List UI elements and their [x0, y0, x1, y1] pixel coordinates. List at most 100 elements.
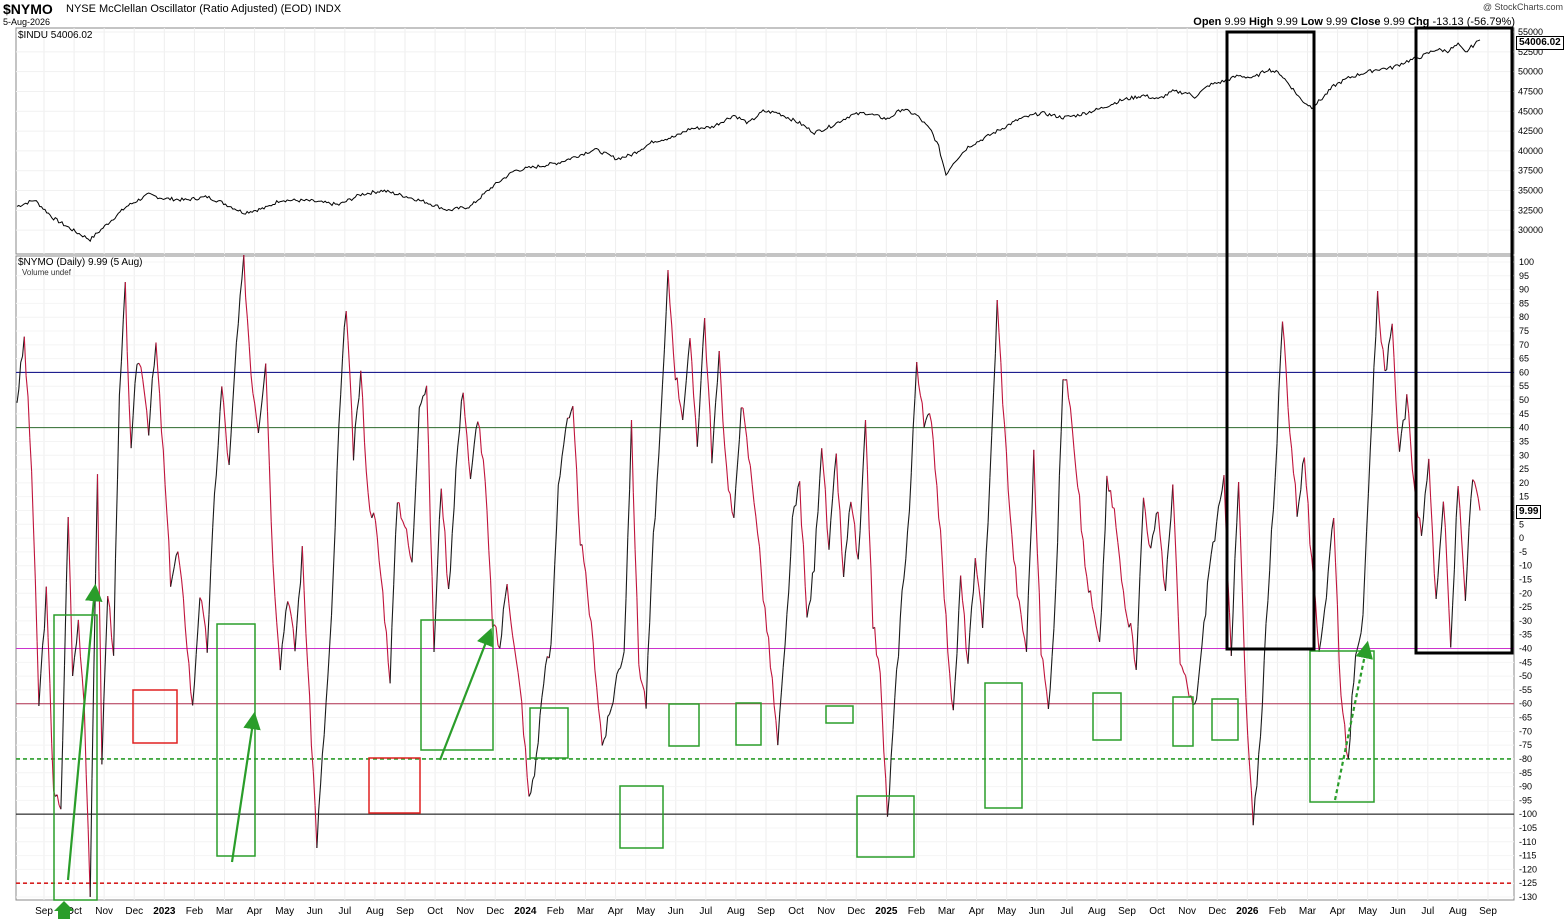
nymo-segment: [1186, 686, 1190, 698]
nymo-segment: [596, 687, 600, 709]
nymo-segment: [124, 282, 128, 352]
nymo-segment: [376, 537, 380, 561]
x-tick-label: Apr: [608, 906, 624, 917]
lower-y-tick-label: 60: [1519, 367, 1529, 377]
nymo-segment: [806, 605, 810, 618]
x-axis: Sep Oct Nov Dec 2023 Feb Mar Apr May Jun Jul Aug Sep…: [35, 906, 1497, 917]
nymo-segment: [1249, 766, 1252, 791]
nymo-segment: [1398, 433, 1402, 452]
nymo-segment: [651, 532, 654, 573]
nymo-segment: [1285, 371, 1289, 408]
nymo-segment: [905, 530, 909, 559]
green-box: [735, 702, 762, 746]
nymo-segment: [1022, 630, 1026, 639]
nymo-segment: [698, 380, 702, 418]
nymo-segment: [1000, 362, 1004, 405]
chart-frame: [15, 27, 1515, 901]
nymo-segment: [186, 649, 190, 664]
upper-y-tick-label: 55000: [1518, 27, 1543, 37]
indu-last-value: 54006.02: [1516, 36, 1564, 50]
nymo-segment: [192, 683, 195, 706]
green-box: [1309, 650, 1375, 803]
nymo-segment: [1259, 704, 1263, 737]
nymo-segment: [1360, 614, 1364, 633]
nymo-segment: [109, 607, 113, 638]
nymo-segment: [1267, 570, 1271, 601]
nymo-segment: [1395, 399, 1399, 431]
lower-y-tick-label: 35: [1519, 436, 1529, 446]
nymo-segment: [629, 419, 633, 490]
nymo-segment: [1393, 357, 1397, 400]
nymo-segment: [954, 653, 958, 682]
nymo-segment: [1016, 595, 1020, 602]
nymo-segment: [349, 372, 353, 411]
nymo-segment: [234, 342, 237, 373]
nymo-segment: [261, 382, 265, 401]
nymo-segment: [1212, 540, 1216, 543]
lower-y-tick-label: -100: [1519, 809, 1537, 819]
lower-y-tick-label: -20: [1519, 588, 1532, 598]
nymo-segment: [654, 480, 658, 518]
nymo-segment: [660, 384, 664, 420]
nymo-segment: [998, 332, 1002, 363]
nymo-segment: [526, 777, 530, 797]
nymo-segment: [1475, 488, 1479, 499]
nymo-segment: [1164, 559, 1168, 591]
x-tick-label: Nov: [95, 906, 113, 917]
nymo-segment: [852, 513, 856, 525]
nymo-segment: [256, 419, 259, 434]
nymo-segment: [1347, 737, 1351, 759]
nymo-segment: [157, 370, 161, 394]
nymo-segment: [696, 417, 700, 447]
threshold-lines: [16, 371, 1514, 884]
nymo-segment: [1411, 469, 1415, 485]
lower-y-tick-label: -115: [1519, 851, 1536, 861]
nymo-segment: [587, 594, 590, 616]
nymo-segment: [919, 395, 923, 404]
nymo-segment: [1351, 682, 1355, 696]
nymo-segment: [77, 619, 81, 657]
nymo-segment: [552, 564, 556, 610]
nymo-segment: [711, 430, 715, 464]
nymo-segment: [1161, 551, 1165, 579]
nymo-segment: [329, 615, 333, 646]
nymo-segment: [963, 614, 967, 650]
nymo-segment: [101, 701, 105, 765]
nymo-segment: [669, 303, 673, 325]
nymo-segment: [195, 627, 199, 655]
nymo-segment: [607, 713, 610, 717]
nymo-segment: [288, 606, 292, 617]
x-tick-label: May: [1358, 906, 1377, 917]
nymo-segment: [466, 435, 470, 462]
green-arrow: [438, 627, 494, 761]
nymo-segment: [493, 624, 497, 628]
nymo-segment: [128, 404, 132, 449]
indu-legend[interactable]: $INDU 54006.02: [18, 30, 93, 41]
nymo-segment: [1369, 413, 1373, 450]
nymo-segment: [1441, 501, 1444, 527]
nymo-segment: [749, 465, 753, 485]
nymo-segment: [29, 437, 33, 472]
nymo-segment: [608, 708, 612, 715]
nymo-segment: [1113, 508, 1117, 528]
x-tick-label: Oct: [427, 906, 443, 917]
nymo-segment: [974, 558, 978, 575]
nymo-segment: [1018, 600, 1022, 615]
lower-y-tick-label: -40: [1519, 644, 1532, 654]
nymo-segment: [707, 384, 711, 415]
lower-y-tick-label: -130: [1519, 892, 1537, 902]
nymo-segment: [623, 598, 627, 652]
nymo-segment: [341, 327, 345, 359]
nymo-segment: [1448, 608, 1452, 648]
nymo-legend[interactable]: $NYMO (Daily) 9.99 (5 Aug): [18, 257, 143, 268]
lower-y-tick-label: -60: [1519, 699, 1532, 709]
nymo-segment: [1318, 640, 1322, 652]
nymo-segment: [1159, 534, 1163, 552]
nymo-segment: [841, 551, 845, 577]
x-tick-label: Aug: [727, 906, 745, 917]
nymo-segment: [305, 633, 309, 668]
nymo-segment: [636, 597, 640, 665]
nymo-segment: [116, 394, 120, 480]
nymo-segment: [914, 361, 918, 399]
nymo-segment: [665, 269, 669, 312]
